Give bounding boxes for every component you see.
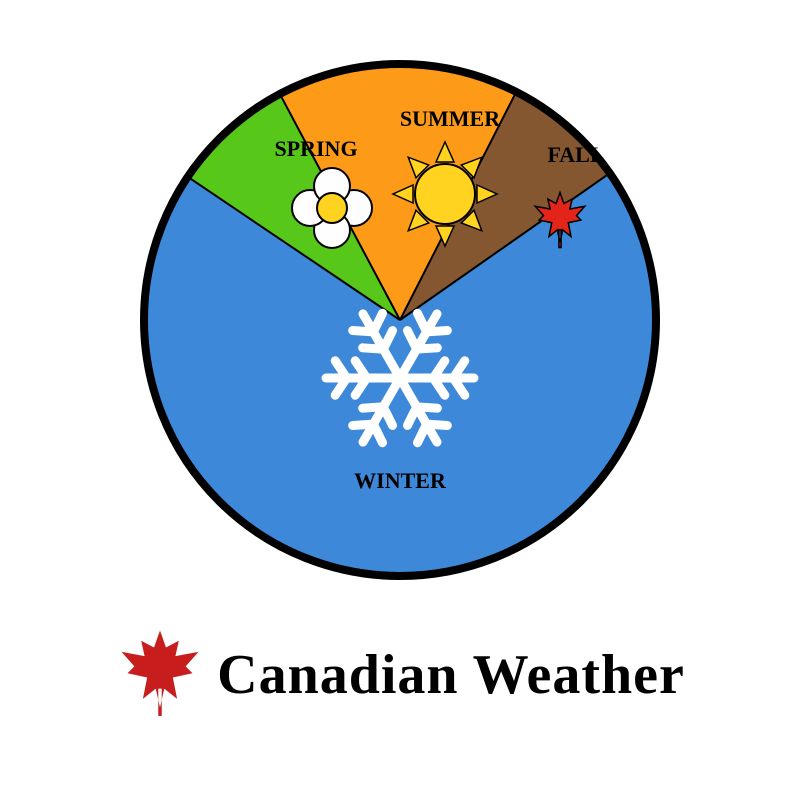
svg-text:WINTER: WINTER [354, 468, 447, 493]
chart-title: Canadian Weather [217, 643, 685, 707]
svg-text:SPRING: SPRING [274, 136, 357, 161]
maple-leaf-icon [115, 630, 205, 720]
pie-chart: SPRING SUMMER FALL WINTER [140, 60, 660, 580]
title-row: Canadian Weather [0, 630, 800, 720]
svg-text:SUMMER: SUMMER [400, 106, 501, 131]
svg-text:FALL: FALL [547, 142, 604, 167]
